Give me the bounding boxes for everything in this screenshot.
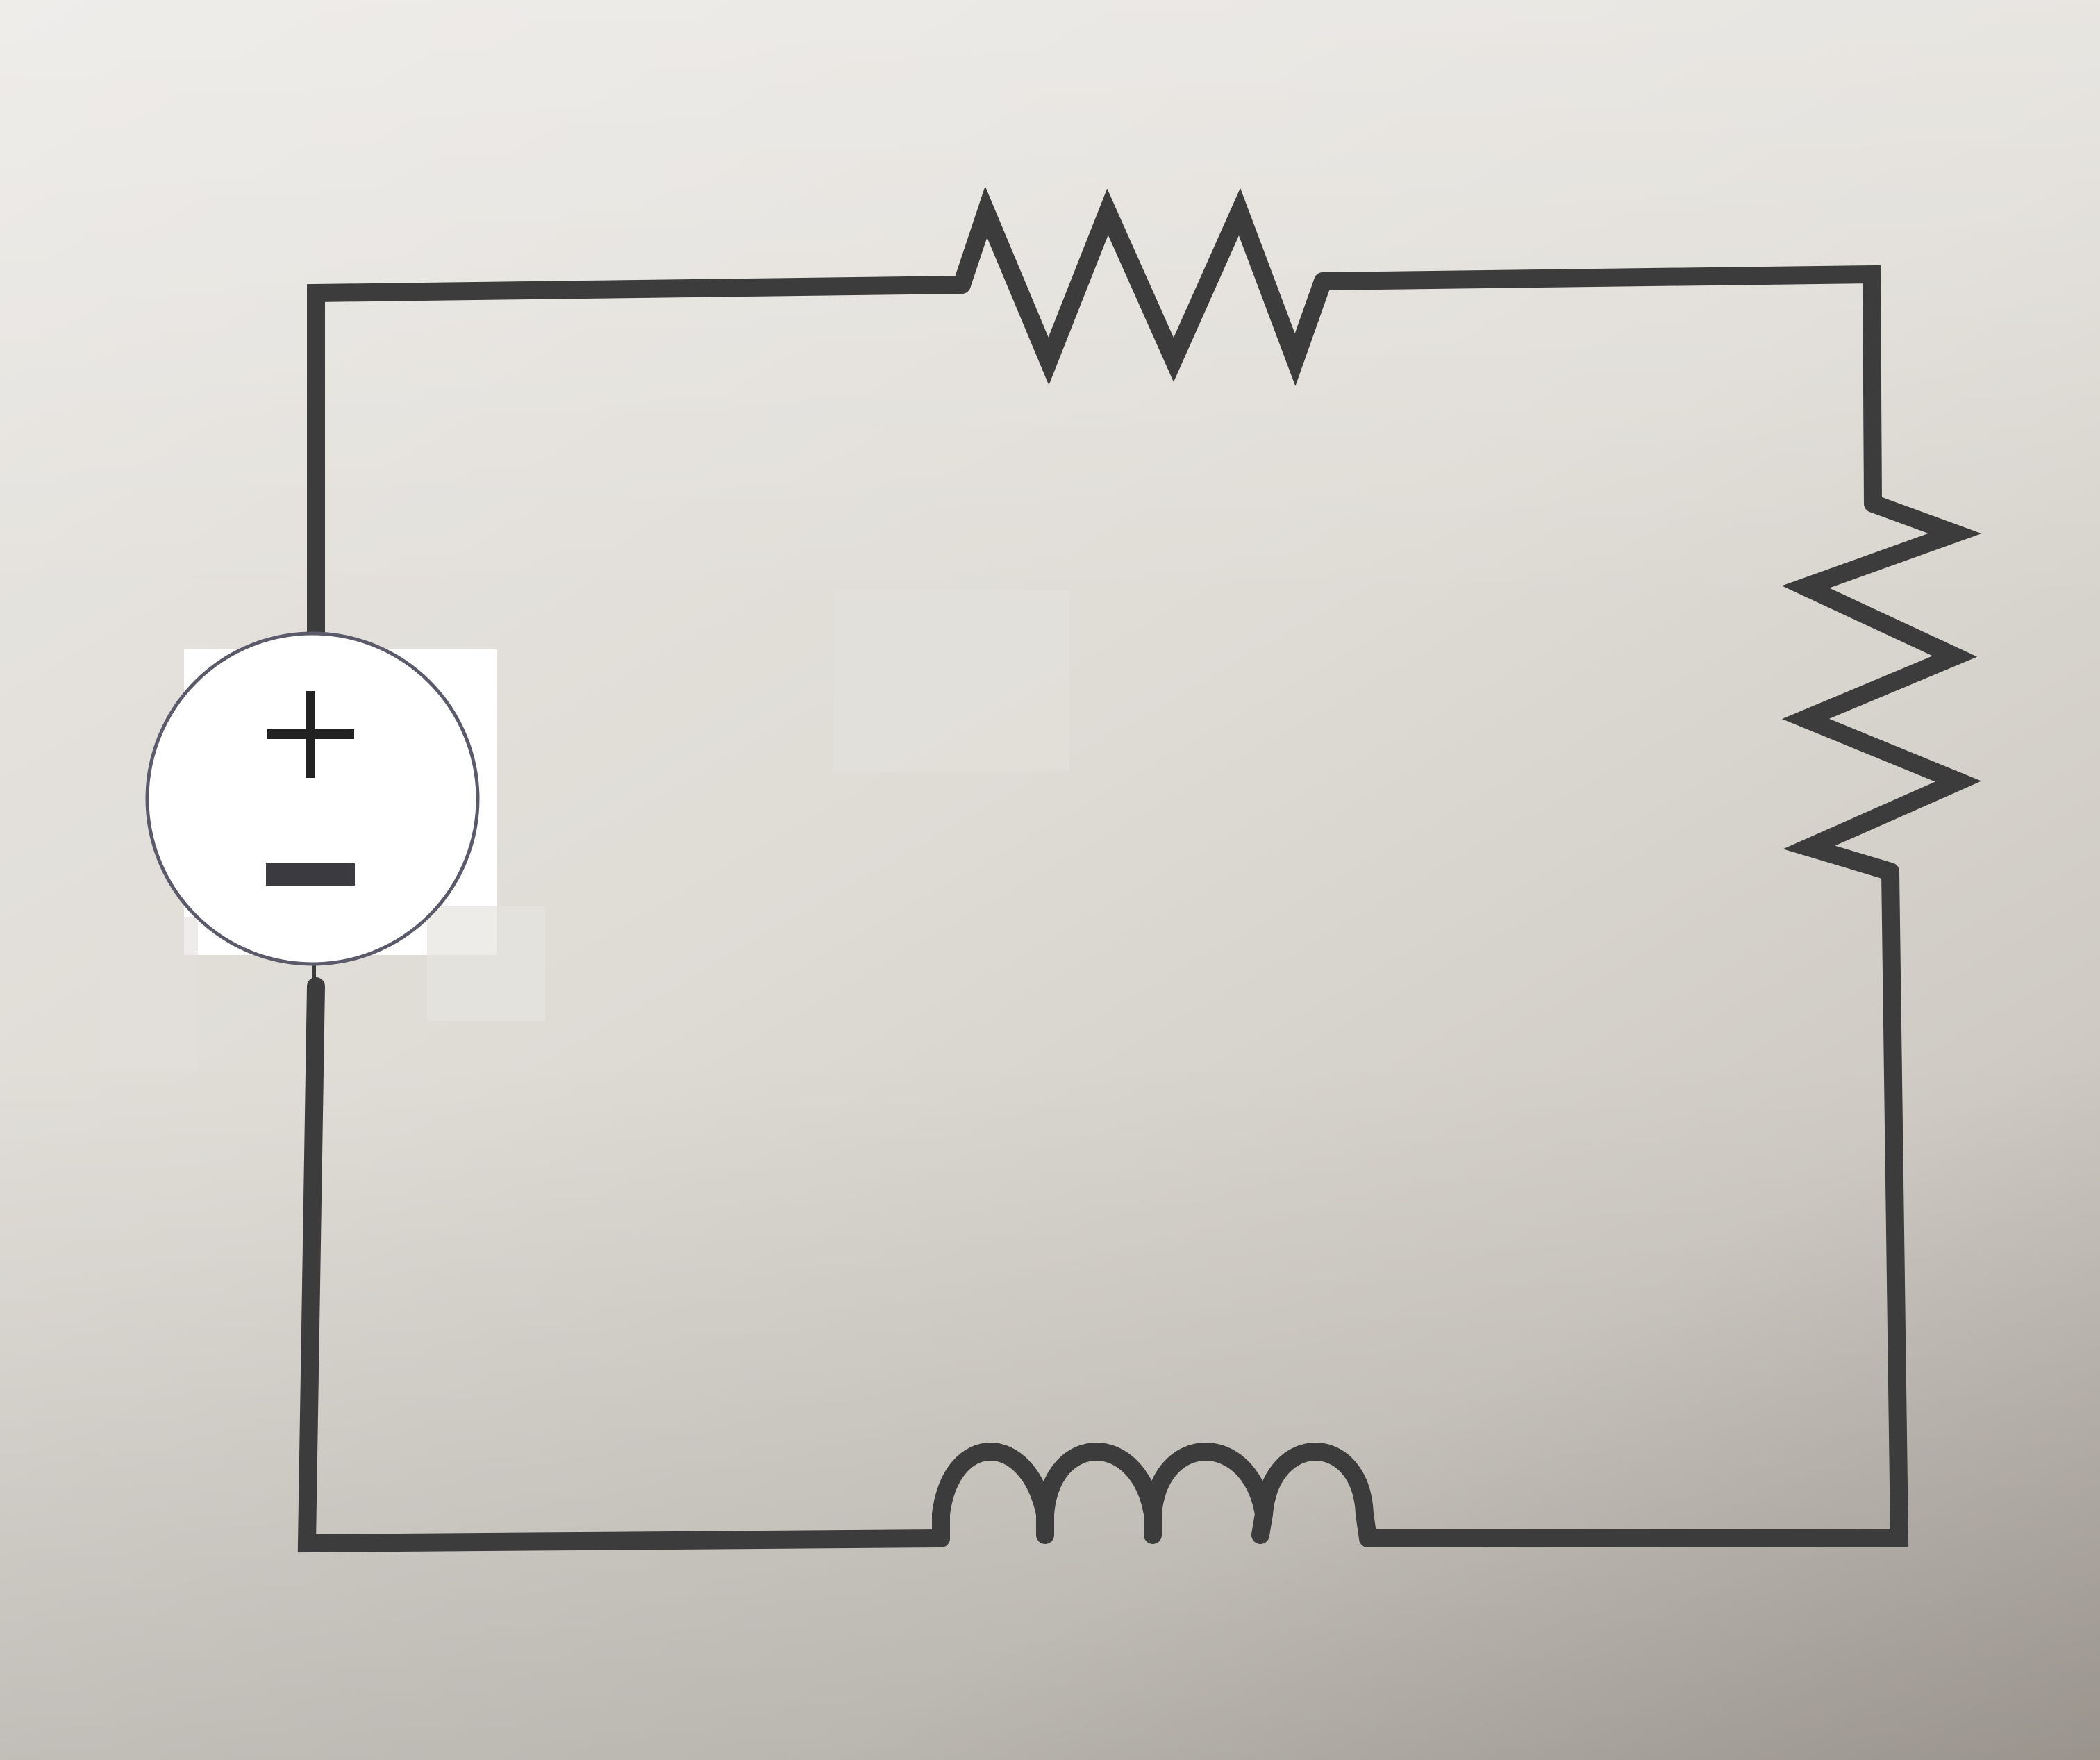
wire-bottom-left <box>297 977 950 1553</box>
faint-patch-2 <box>427 906 545 1021</box>
resistor-top <box>953 186 1332 386</box>
resistor-right <box>1781 495 1982 881</box>
source-circle <box>145 631 480 966</box>
minus-sign-icon <box>266 863 355 886</box>
plus-sign-icon <box>267 691 354 778</box>
faint-patch-3 <box>101 917 198 1070</box>
wire-right-bottom <box>1359 863 1909 1547</box>
wire-left-top <box>307 276 971 658</box>
faint-patch <box>833 590 1069 771</box>
wire-top-right <box>1314 265 1882 513</box>
voltage-source <box>145 631 480 983</box>
inductor-bottom <box>932 1443 1377 1547</box>
